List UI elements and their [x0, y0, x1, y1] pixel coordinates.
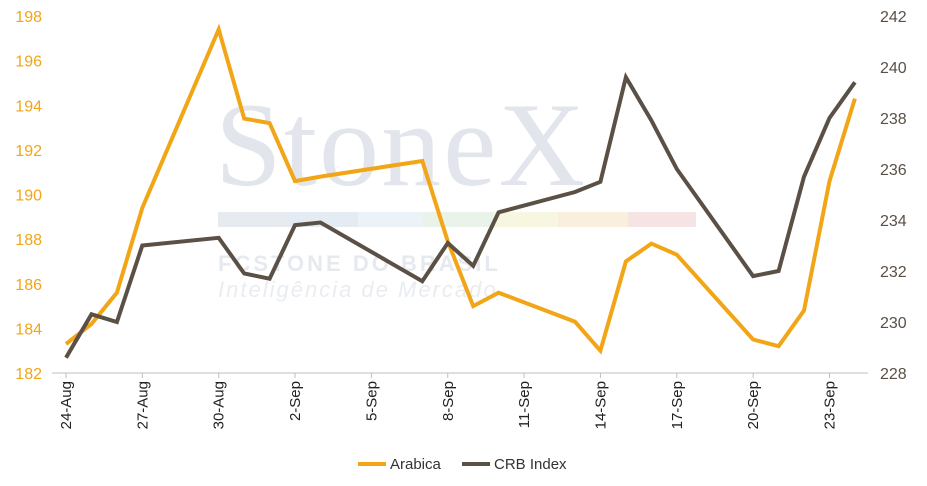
left-y-tick-label: 194: [15, 98, 42, 115]
watermark-color-band-7: [628, 212, 696, 227]
series-layer: [64, 23, 857, 359]
x-tick-label: 30-Aug: [211, 381, 228, 429]
right-y-tick-label: 238: [880, 111, 907, 128]
x-tick-label: 2-Sep: [287, 381, 304, 421]
left-y-tick-label: 186: [15, 277, 42, 294]
right-y-tick-label: 236: [880, 162, 907, 179]
x-tick-label: 14-Sep: [592, 381, 609, 429]
x-tick-label: 23-Sep: [822, 381, 839, 429]
axes: 182 184 186 188 190 192 194 196 198 228 230 232 234…: [15, 9, 907, 429]
left-y-tick-label: 196: [15, 54, 42, 71]
legend-label-crb-index: CRB Index: [494, 456, 567, 473]
x-tick-label: 11-Sep: [516, 381, 533, 428]
watermark-color-band-6: [558, 212, 628, 227]
x-tick-label: 20-Sep: [745, 381, 762, 429]
right-y-tick-label: 230: [880, 315, 907, 332]
watermark-color-band-5: [493, 212, 558, 227]
legend-label-arabica: Arabica: [390, 456, 442, 473]
left-y-axis: 182 184 186 188 190 192 194 196 198: [15, 9, 42, 383]
left-y-tick-label: 188: [15, 232, 42, 249]
legend: Arabica CRB Index: [358, 456, 567, 473]
x-tick-label: 17-Sep: [669, 381, 686, 429]
left-y-tick-label: 182: [15, 366, 42, 383]
x-tick-label: 27-Aug: [134, 381, 151, 429]
x-tick-label: 8-Sep: [440, 381, 457, 421]
x-tick-label: 5-Sep: [363, 381, 380, 421]
right-y-tick-label: 232: [880, 264, 907, 281]
watermark-color-band-1: [218, 212, 288, 227]
right-y-tick-label: 242: [880, 9, 907, 26]
left-y-tick-label: 192: [15, 143, 42, 160]
right-y-tick-label: 228: [880, 366, 907, 383]
watermark-line2: Inteligência de Mercado: [218, 277, 498, 302]
watermark-color-band-3: [358, 212, 423, 227]
right-y-tick-label: 234: [880, 213, 907, 230]
left-y-tick-label: 190: [15, 188, 42, 205]
right-y-axis: 228 230 232 234 236 238 240 242: [880, 9, 907, 383]
x-tick-label: 24-Aug: [58, 381, 75, 429]
x-axis: 24-Aug 27-Aug 30-Aug 2-Sep 5-Sep 8-Sep 11-Sep 1…: [58, 373, 839, 429]
left-y-tick-label: 198: [15, 9, 42, 26]
left-y-tick-label: 184: [15, 321, 42, 338]
watermark: StoneX FCSTONE DO BRASIL Inteligência de…: [215, 78, 696, 302]
watermark-color-band-4: [423, 212, 493, 227]
right-y-tick-label: 240: [880, 60, 907, 77]
watermark-brand: StoneX: [215, 78, 587, 211]
